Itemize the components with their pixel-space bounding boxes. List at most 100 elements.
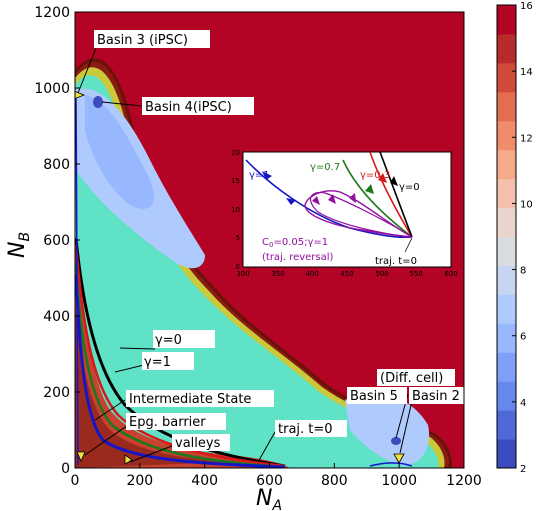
- label-basin-2: Basin 2: [412, 389, 460, 404]
- inset-line-c0-forward: [304, 190, 413, 238]
- inset-label-gamma-0-3: γ=0.3: [360, 170, 390, 181]
- svg-text:600: 600: [444, 270, 457, 278]
- svg-text:0: 0: [236, 263, 240, 271]
- valley-marker-1: [76, 451, 86, 462]
- trajectory-gamma-0: [75, 237, 286, 468]
- colorbar-segment: [497, 178, 516, 209]
- basin-4-core: [85, 95, 154, 209]
- inset-label-t0: traj. t=0: [375, 256, 417, 267]
- colorbar-segment: [497, 439, 516, 469]
- colorbar-segment: [497, 33, 516, 64]
- label-epg-barrier: Epg. barrier: [129, 415, 206, 430]
- colorbar-segment: [497, 91, 516, 122]
- label-valleys: valleys: [175, 436, 221, 451]
- colorbar-segment: [497, 207, 516, 237]
- colorbar-tick-label: 10: [520, 199, 533, 210]
- colorbar-tick-label: 16: [520, 1, 533, 12]
- colorbar-segment: [497, 410, 516, 440]
- annotation-arrows: [77, 47, 413, 463]
- x-tick-label: 400: [191, 473, 218, 489]
- x-tick-label: 0: [71, 473, 80, 489]
- inset-arrow-c0-c: [312, 196, 320, 205]
- label-intermediate-state: Intermediate State: [129, 392, 251, 407]
- basin-2-5-region: [345, 393, 430, 466]
- label-basin-5: Basin 5: [350, 389, 398, 404]
- label-traj-t0: traj. t=0: [278, 422, 333, 437]
- trajectory-basin-2: [369, 462, 413, 467]
- x-tick-label: 200: [126, 473, 153, 489]
- inset-arrow-gamma-1-a: [262, 171, 272, 180]
- svg-text:300: 300: [236, 270, 249, 278]
- colorbar-segment: [497, 120, 516, 151]
- inset-line-gamma-0-3: [369, 152, 413, 238]
- x-tick-label: 1000: [381, 473, 417, 489]
- basin-4-spot: [93, 96, 103, 108]
- y-tick-label: 1200: [34, 5, 70, 21]
- svg-text:350: 350: [271, 270, 284, 278]
- colorbar-segment: [497, 5, 516, 35]
- inset-arrow-c0-a: [328, 194, 336, 204]
- annotations: Basin 3 (iPSC) Basin 4(iPSC) γ=0 γ=1 Int…: [94, 30, 471, 451]
- svg-text:10: 10: [231, 206, 240, 214]
- inset-arrow-gamma-0-3: [378, 173, 387, 183]
- y-tick-label: 1000: [34, 81, 70, 97]
- inset-line-c0-loop: [309, 191, 413, 238]
- colorbar-segment: [497, 381, 516, 411]
- y-tick-label: 200: [43, 385, 70, 401]
- inset-line-gamma-0: [379, 152, 413, 238]
- x-axis-label: NA: [256, 486, 282, 511]
- y-axis-label: NB: [5, 232, 33, 258]
- x-tick-label: 800: [321, 473, 348, 489]
- colorbar-segment: [497, 294, 516, 324]
- inset-label-reversal: (traj. reversal): [262, 252, 334, 263]
- x-tick-label: 600: [256, 473, 283, 489]
- svg-text:5: 5: [236, 234, 240, 242]
- label-gamma-0: γ=0: [155, 333, 182, 348]
- trajectory-basin-3: [75, 94, 79, 466]
- colorbar-tick-label: 2: [520, 464, 526, 475]
- inset-t0-pointer: [404, 237, 413, 253]
- colorbar-segment: [497, 236, 516, 266]
- colorbar-segment: [497, 352, 516, 382]
- y-tick-label: 800: [43, 157, 70, 173]
- svg-text:550: 550: [409, 270, 422, 278]
- inset-arrow-c0-b: [349, 193, 356, 203]
- y-axis-ticks: 0 200 400 600 800 1000 1200: [34, 5, 80, 477]
- colorbar-tick-label: 8: [520, 266, 526, 277]
- inset-label-gamma-0: γ=0: [399, 182, 420, 193]
- y-tick-label: 0: [61, 461, 70, 477]
- basin-3-marker: [75, 90, 86, 100]
- label-basin-4: Basin 4(iPSC): [145, 100, 232, 115]
- colorbar-tick-label: 6: [520, 332, 526, 343]
- inset-label-c0: C0=0.05;γ=1: [262, 237, 328, 249]
- colorbar: 2 4 6 8 10 12 14 16: [496, 1, 533, 475]
- trajectory-gamma-0-7: [75, 261, 286, 468]
- inset-arrow-gamma-0-7: [365, 184, 374, 194]
- inset-arrow-gamma-1-b: [286, 198, 296, 205]
- svg-text:400: 400: [305, 270, 318, 278]
- svg-text:450: 450: [340, 270, 353, 278]
- inset-line-gamma-0-7: [342, 159, 413, 238]
- colorbar-segment: [497, 323, 516, 353]
- inset-plot: 300 350 400 450 500 550 600 0 5 10 15 20…: [231, 149, 458, 278]
- x-tick-label: 1200: [446, 473, 482, 489]
- colorbar-tick-label: 4: [520, 398, 526, 409]
- inset-x-ticks: 300 350 400 450 500 550 600: [236, 270, 457, 278]
- colorbar-segment: [497, 149, 516, 180]
- y-tick-label: 600: [43, 233, 70, 249]
- basin-2-marker: [393, 453, 405, 464]
- trajectory-gamma-0-3: [75, 244, 286, 468]
- inset-frame: [242, 151, 452, 268]
- label-basin-3: Basin 3 (iPSC): [97, 33, 188, 48]
- basin-5-spot: [391, 437, 401, 445]
- inset-label-gamma-1: γ=1: [249, 170, 270, 181]
- x-axis-ticks: 0 200 400 600 800 1000 1200: [71, 463, 482, 489]
- colorbar-frame: [496, 4, 517, 469]
- colorbar-segment: [497, 62, 516, 93]
- colorbar-tick-label: 14: [520, 67, 533, 78]
- inset-arrow-gamma-0: [390, 176, 398, 186]
- label-diff-cell: (Diff. cell): [380, 371, 443, 386]
- svg-text:15: 15: [231, 177, 240, 185]
- svg-text:500: 500: [375, 270, 388, 278]
